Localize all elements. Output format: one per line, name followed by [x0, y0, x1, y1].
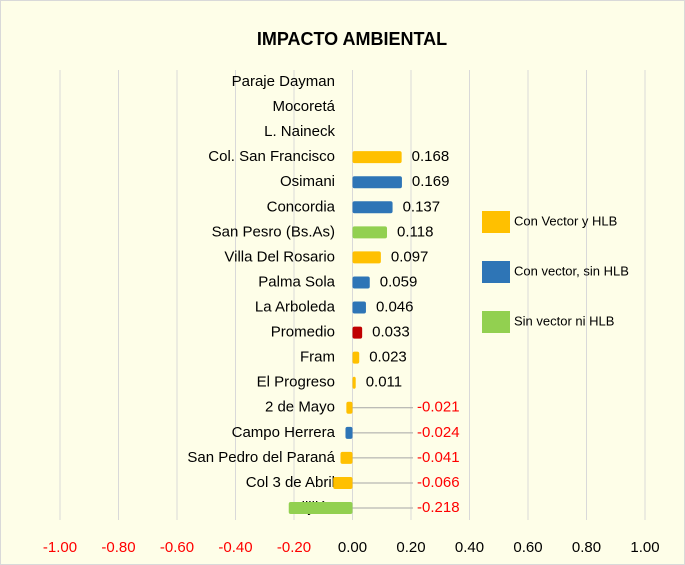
x-tick-label: -0.20 — [277, 539, 311, 556]
y-tick-label: 2 de Mayo — [265, 399, 335, 416]
y-tick-label: Campo Herrera — [232, 424, 336, 441]
value-label: 0.011 — [366, 374, 402, 391]
y-tick-label: La Arboleda — [255, 298, 336, 315]
y-tick-label: Palma Sola — [258, 273, 335, 290]
value-label: -0.066 — [417, 474, 460, 491]
value-label: -0.021 — [417, 399, 460, 416]
x-tick-label: -0.80 — [101, 539, 135, 556]
x-tick-label: 1.00 — [630, 539, 659, 556]
y-tick-label: San Pedro del Paraná — [187, 449, 335, 466]
value-label: 0.118 — [397, 223, 433, 240]
legend-label: Sin vector ni HLB — [514, 313, 614, 328]
bar — [352, 226, 388, 239]
legend-swatch — [482, 261, 510, 283]
x-tick-label: 0.40 — [455, 539, 484, 556]
bar — [340, 451, 353, 464]
y-tick-label: Promedio — [271, 324, 335, 341]
legend-swatch — [482, 211, 510, 233]
bar — [288, 502, 353, 514]
value-label: -0.041 — [417, 449, 460, 466]
value-label: 0.059 — [380, 273, 418, 290]
chart-title: IMPACTO AMBIENTAL — [257, 29, 447, 49]
value-label: 0.046 — [376, 298, 414, 315]
x-tick-label: -0.60 — [160, 539, 194, 556]
bar — [352, 326, 363, 339]
x-tick-label: 0.80 — [572, 539, 601, 556]
value-label: 0.169 — [412, 173, 450, 190]
value-label: 0.023 — [369, 349, 407, 366]
x-tick-label: 0.00 — [338, 539, 367, 556]
value-label: 0.168 — [412, 148, 450, 165]
x-tick-label: -1.00 — [43, 539, 77, 556]
y-tick-label: Col. San Francisco — [208, 148, 335, 165]
bar — [352, 151, 402, 164]
y-tick-label: Paraje Dayman — [232, 73, 335, 90]
y-tick-label: Concordia — [267, 198, 336, 215]
y-tick-label: Col 3 de Abril — [246, 474, 335, 491]
y-tick-label: San Pesro (Bs.As) — [212, 223, 335, 240]
y-tick-label: L. Naineck — [264, 123, 335, 140]
bar — [352, 351, 360, 364]
value-label: 0.137 — [403, 198, 441, 215]
x-tick-label: -0.40 — [218, 539, 252, 556]
legend-label: Con Vector y HLB — [514, 213, 617, 228]
y-tick-label: Osimani — [280, 173, 335, 190]
y-tick-label: Villa Del Rosario — [224, 248, 335, 265]
bar — [352, 301, 366, 314]
bar — [345, 426, 353, 439]
value-label: -0.218 — [417, 499, 460, 516]
value-label: 0.097 — [391, 248, 429, 265]
bar — [346, 401, 353, 414]
value-label: -0.024 — [417, 424, 460, 441]
bar — [352, 376, 356, 389]
x-tick-label: 0.20 — [396, 539, 425, 556]
y-tick-label: Fram — [300, 349, 335, 366]
x-tick-label: 0.60 — [513, 539, 542, 556]
y-tick-label: Mocoretá — [272, 98, 335, 115]
bar — [352, 201, 393, 214]
legend-swatch — [482, 311, 510, 333]
bar — [352, 276, 370, 289]
legend-label: Con vector, sin HLB — [514, 263, 629, 278]
bar — [352, 176, 402, 189]
bar — [333, 476, 353, 489]
bar — [352, 251, 381, 264]
y-tick-label: El Progreso — [257, 374, 335, 391]
value-label: 0.033 — [372, 324, 410, 341]
